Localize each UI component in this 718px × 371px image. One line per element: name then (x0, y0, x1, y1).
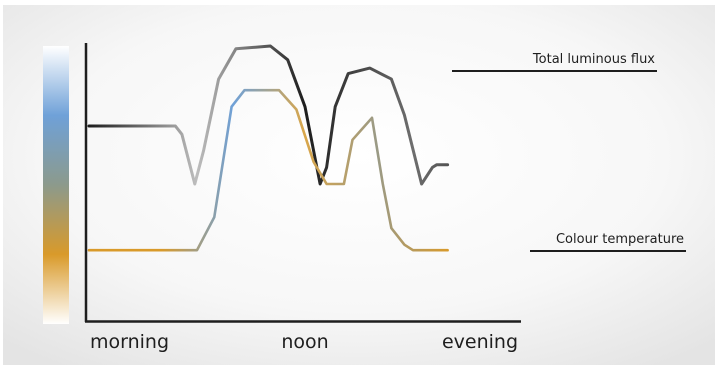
series-layer (87, 44, 450, 252)
x-tick-label-evening: evening (442, 331, 518, 353)
series-line-colour-temperature (87, 88, 449, 252)
x-tick-label-morning: morning (90, 331, 169, 353)
x-tick-label-noon: noon (281, 331, 328, 353)
series-total-luminous-flux (87, 44, 450, 186)
series-label-colour-temperature: Colour temperature (556, 232, 684, 247)
series-label-total-luminous-flux: Total luminous flux (532, 52, 655, 67)
series-line-total-luminous-flux (87, 44, 450, 186)
chart-background (3, 5, 715, 365)
series-colour-temperature (87, 88, 449, 252)
axes (84, 43, 521, 323)
series-labels: Total luminous flux Colour temperature (452, 52, 686, 252)
colour-scale-bar (43, 46, 69, 324)
x-tick-labels: morning noon evening (90, 331, 518, 353)
